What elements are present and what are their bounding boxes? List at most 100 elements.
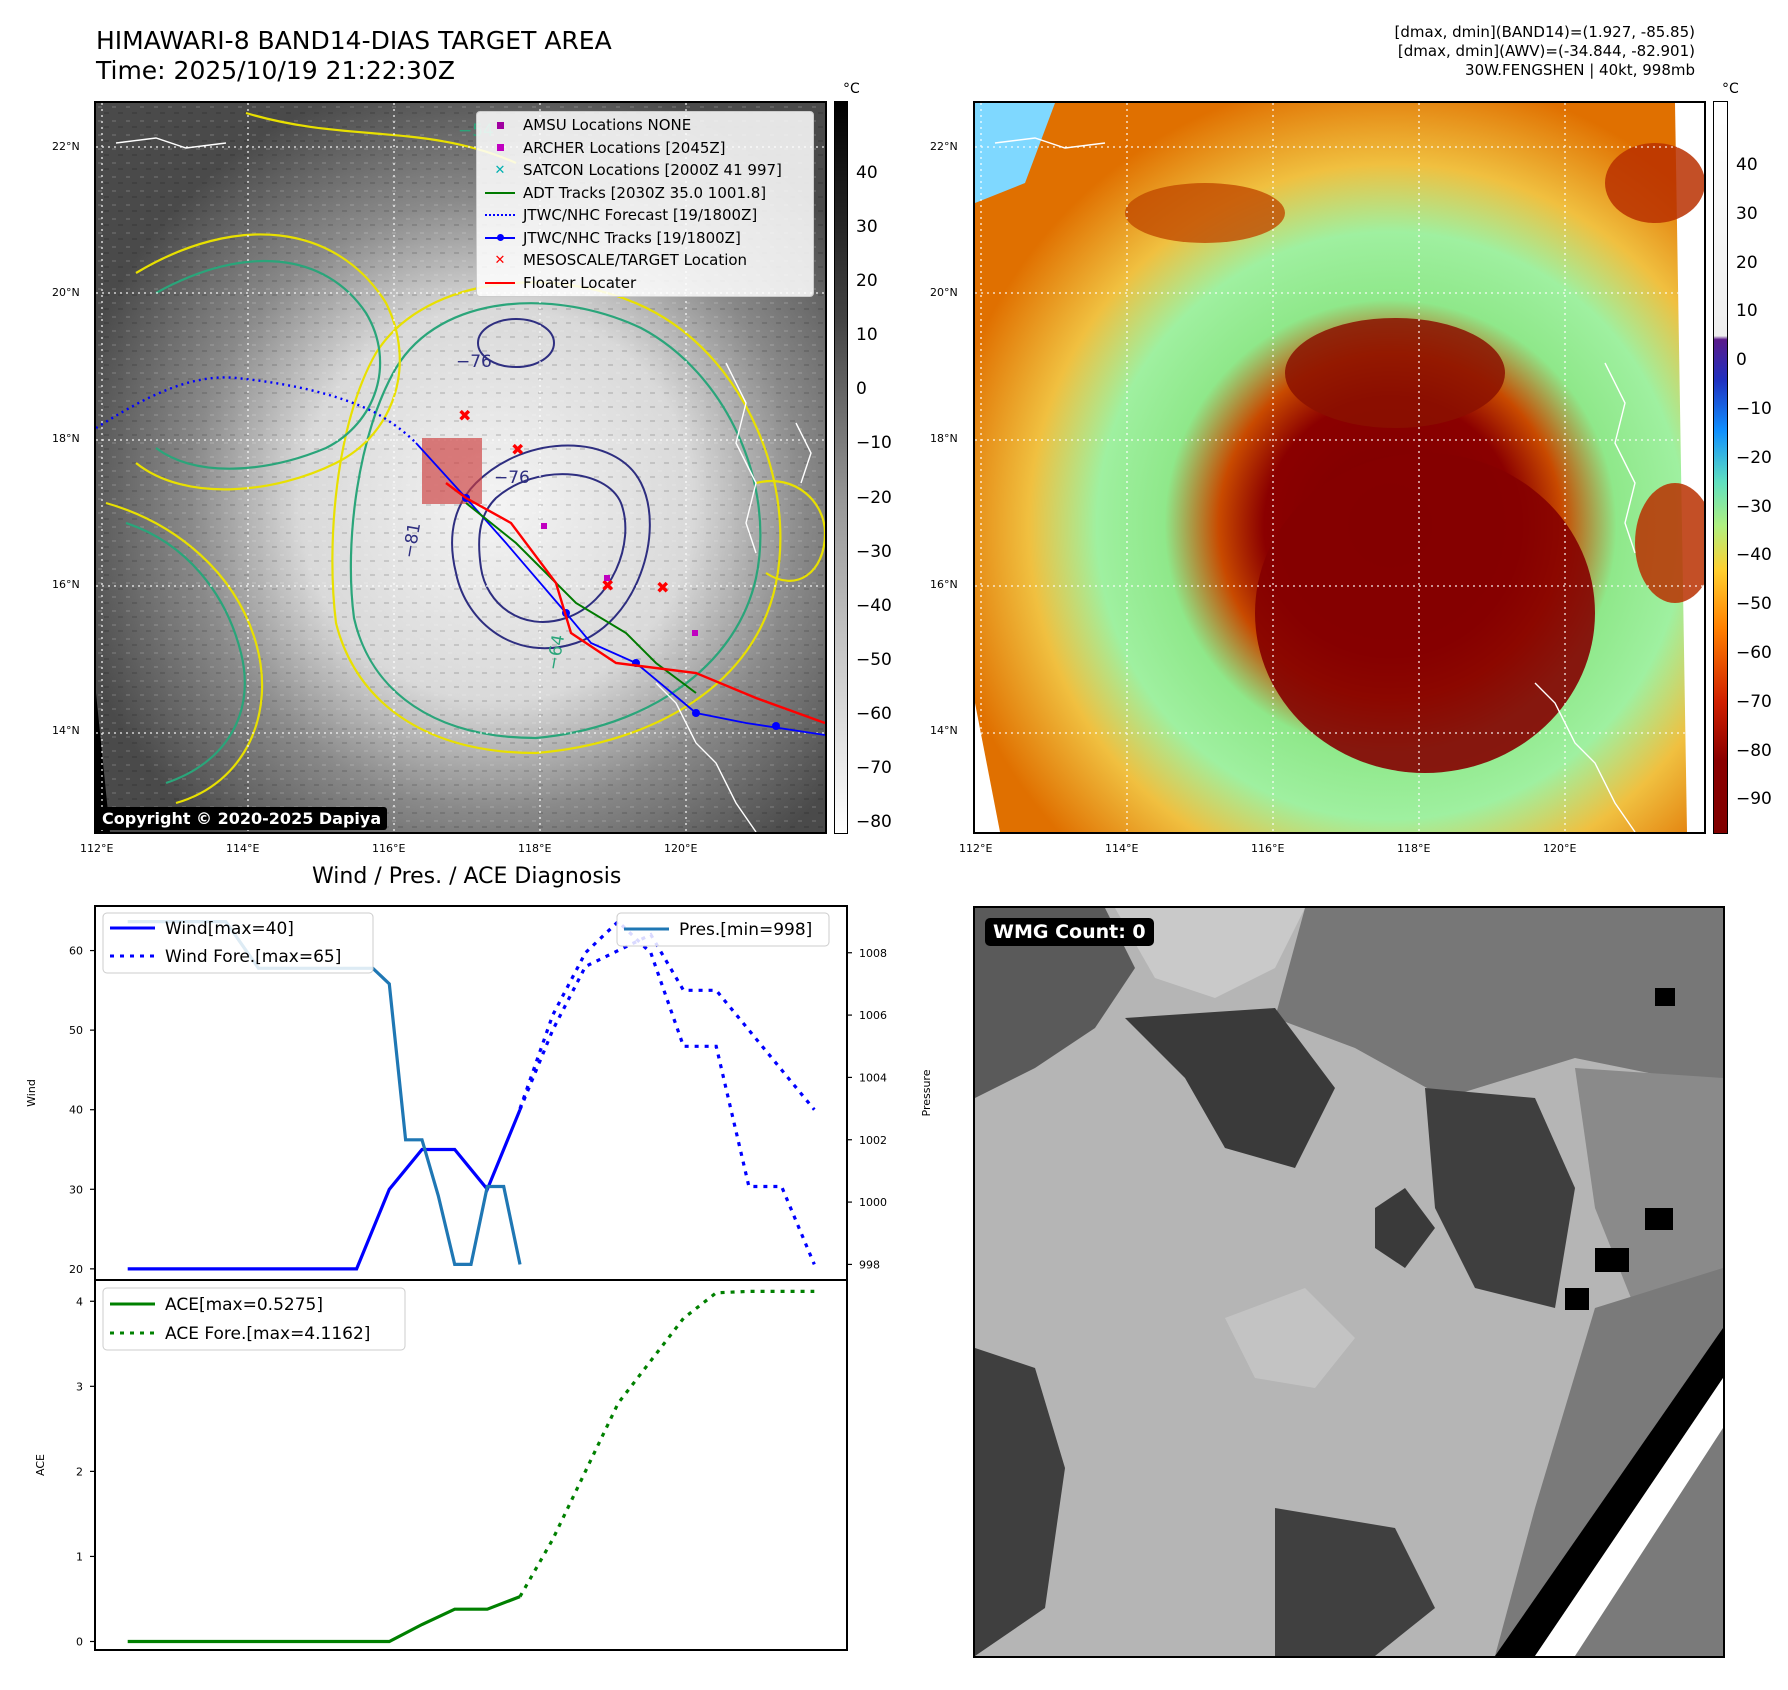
- ace-tick-label: 1: [76, 1550, 83, 1563]
- pressure-legend: Pres.[min=998]: [616, 912, 830, 947]
- wind-tick-label: 40: [69, 1104, 83, 1117]
- wmg-panel: WMG Count: 0: [973, 906, 1725, 1658]
- pressure-y-ticks: 998 1000 1002 1004 1006 1008: [847, 947, 887, 1271]
- copyright-badge: Copyright © 2020-2025 Dapiya: [96, 807, 388, 830]
- pressure-tick-label: 1004: [859, 1071, 887, 1084]
- ace-axis-label: ACE: [34, 1454, 47, 1476]
- contour-label: −76: [456, 352, 492, 372]
- ace-axes-frame: [94, 1279, 848, 1651]
- pressure-tick-label: 1000: [859, 1196, 887, 1209]
- lon-tick: 120°E: [1543, 842, 1577, 855]
- dotted-line-icon: [477, 214, 523, 217]
- legend-adt: ADT Tracks [2030Z 35.0 1001.8]: [477, 182, 813, 205]
- legend-ace: ACE[max=0.5275]: [165, 1295, 323, 1315]
- awv-map-panel: [973, 101, 1706, 834]
- pressure-series-line-1: [518, 919, 816, 1266]
- wind-tick-label: 20: [69, 1263, 83, 1276]
- wind-tick-label: 60: [69, 945, 83, 958]
- lon-tick: 116°E: [1251, 842, 1285, 855]
- lat-tick: 16°N: [930, 578, 958, 591]
- info-line-3: 30W.FENGSHEN | 40kt, 998mb: [1465, 61, 1695, 79]
- square-marker-icon: [477, 121, 523, 129]
- ace-y-ticks: 0 1 2 3 4: [76, 1295, 95, 1648]
- wind-legend: Wind[max=40] Wind Fore.[max=65]: [102, 912, 374, 974]
- wind-tick-label: 50: [69, 1024, 83, 1037]
- colorbar-left-unit: °C: [843, 81, 860, 97]
- title-line-2: Time: 2025/10/19 21:22:30Z: [96, 56, 455, 85]
- wind-series-line-1: [518, 932, 816, 1111]
- lat-tick: 18°N: [52, 432, 80, 445]
- lat-tick: 18°N: [930, 432, 958, 445]
- square-marker-icon: [477, 144, 523, 152]
- svg-text:✖: ✖: [458, 406, 471, 425]
- lat-tick: 22°N: [52, 140, 80, 153]
- legend-satcon: ✕ SATCON Locations [2000Z 41 997]: [477, 159, 813, 182]
- lat-tick: 14°N: [52, 724, 80, 737]
- line-marker-icon: [477, 281, 523, 284]
- ace-tick-label: 0: [76, 1635, 83, 1648]
- ace-series: [127, 1289, 815, 1644]
- legend-amsu: AMSU Locations NONE: [477, 114, 813, 137]
- legend-jtwc-forecast: JTWC/NHC Forecast [19/1800Z]: [477, 204, 813, 227]
- wind-series-line-0: [127, 1109, 522, 1271]
- line-dot-icon: [477, 233, 523, 241]
- lat-tick: 20°N: [52, 286, 80, 299]
- pressure-axis-label: Pressure: [920, 1069, 933, 1116]
- lon-tick: 118°E: [1397, 842, 1431, 855]
- legend-wind: Wind[max=40]: [165, 919, 294, 939]
- pressure-tick-label: 1002: [859, 1134, 887, 1147]
- ace-tick-label: 4: [76, 1295, 83, 1308]
- legend-ace-fore: ACE Fore.[max=4.1162]: [165, 1324, 370, 1344]
- svg-text:✖: ✖: [511, 440, 524, 459]
- title-line-1: HIMAWARI-8 BAND14-DIAS TARGET AREA: [96, 26, 612, 55]
- target-box: [422, 438, 482, 504]
- x-marker-icon: ✕: [494, 252, 506, 268]
- legend-pres: Pres.[min=998]: [679, 920, 812, 940]
- awv-map-image: [975, 103, 1704, 832]
- wind-series: [127, 932, 816, 1271]
- storm-info: [dmax, dmin](BAND14)=(1.927, -85.85) [dm…: [1395, 23, 1695, 80]
- lat-tick: 14°N: [930, 724, 958, 737]
- colorbar-left-ticks: 40 30 20 10 0 −10 −20 −30 −40 −50 −60 −7…: [856, 163, 892, 833]
- legend-mesoscale: ✕ MESOSCALE/TARGET Location: [477, 249, 813, 272]
- ir-map-panel: −76 −54 −81 −64 −76 ✖✖ ✖✖ AMSU Locations: [94, 101, 827, 834]
- lon-tick: 114°E: [1105, 842, 1139, 855]
- colorbar-right-ticks: 40 30 20 10 0 −10 −20 −30 −40 −50 −60 −7…: [1736, 155, 1772, 810]
- colorbar-left: [834, 101, 848, 834]
- wind-axis-label: Wind: [25, 1079, 38, 1107]
- diagnosis-title: Wind / Pres. / ACE Diagnosis: [312, 864, 622, 889]
- lon-tick: 112°E: [80, 842, 114, 855]
- colorbar-right-unit: °C: [1722, 81, 1739, 97]
- legend-archer: ARCHER Locations [2045Z]: [477, 137, 813, 160]
- lat-tick: 22°N: [930, 140, 958, 153]
- lon-tick: 114°E: [226, 842, 260, 855]
- ace-tick-label: 3: [76, 1380, 83, 1393]
- pressure-tick-label: 1008: [859, 947, 887, 960]
- info-line-2: [dmax, dmin](AWV)=(-34.844, -82.901): [1397, 42, 1695, 60]
- legend-wind-fore: Wind Fore.[max=65]: [165, 947, 341, 967]
- x-marker-icon: ✕: [494, 162, 506, 178]
- lon-tick: 120°E: [664, 842, 698, 855]
- wmg-image: [975, 908, 1723, 1656]
- ace-tick-label: 2: [76, 1465, 83, 1478]
- floater-track: [445, 482, 825, 725]
- figure-title: HIMAWARI-8 BAND14-DIAS TARGET AREA Time:…: [96, 26, 612, 86]
- svg-text:✖: ✖: [656, 578, 669, 597]
- info-line-1: [dmax, dmin](BAND14)=(1.927, -85.85): [1394, 23, 1695, 41]
- contour-label: −76: [494, 468, 530, 488]
- legend-floater: Floater Locater: [477, 272, 813, 295]
- legend-jtwc-tracks: JTWC/NHC Tracks [19/1800Z]: [477, 227, 813, 250]
- lon-tick: 118°E: [518, 842, 552, 855]
- ace-series-line-1: [518, 1289, 815, 1598]
- lat-tick: 20°N: [930, 286, 958, 299]
- pressure-tick-label: 1006: [859, 1009, 887, 1022]
- ace-legend: ACE[max=0.5275] ACE Fore.[max=4.1162]: [102, 1287, 406, 1351]
- pressure-tick-label: 998: [859, 1258, 880, 1271]
- colorbar-right: [1713, 101, 1728, 834]
- map-legend: AMSU Locations NONE ARCHER Locations [20…: [476, 111, 814, 297]
- lat-tick: 16°N: [52, 578, 80, 591]
- wind-tick-label: 30: [69, 1183, 83, 1196]
- wmg-count-badge: WMG Count: 0: [985, 918, 1154, 946]
- lon-tick: 116°E: [372, 842, 406, 855]
